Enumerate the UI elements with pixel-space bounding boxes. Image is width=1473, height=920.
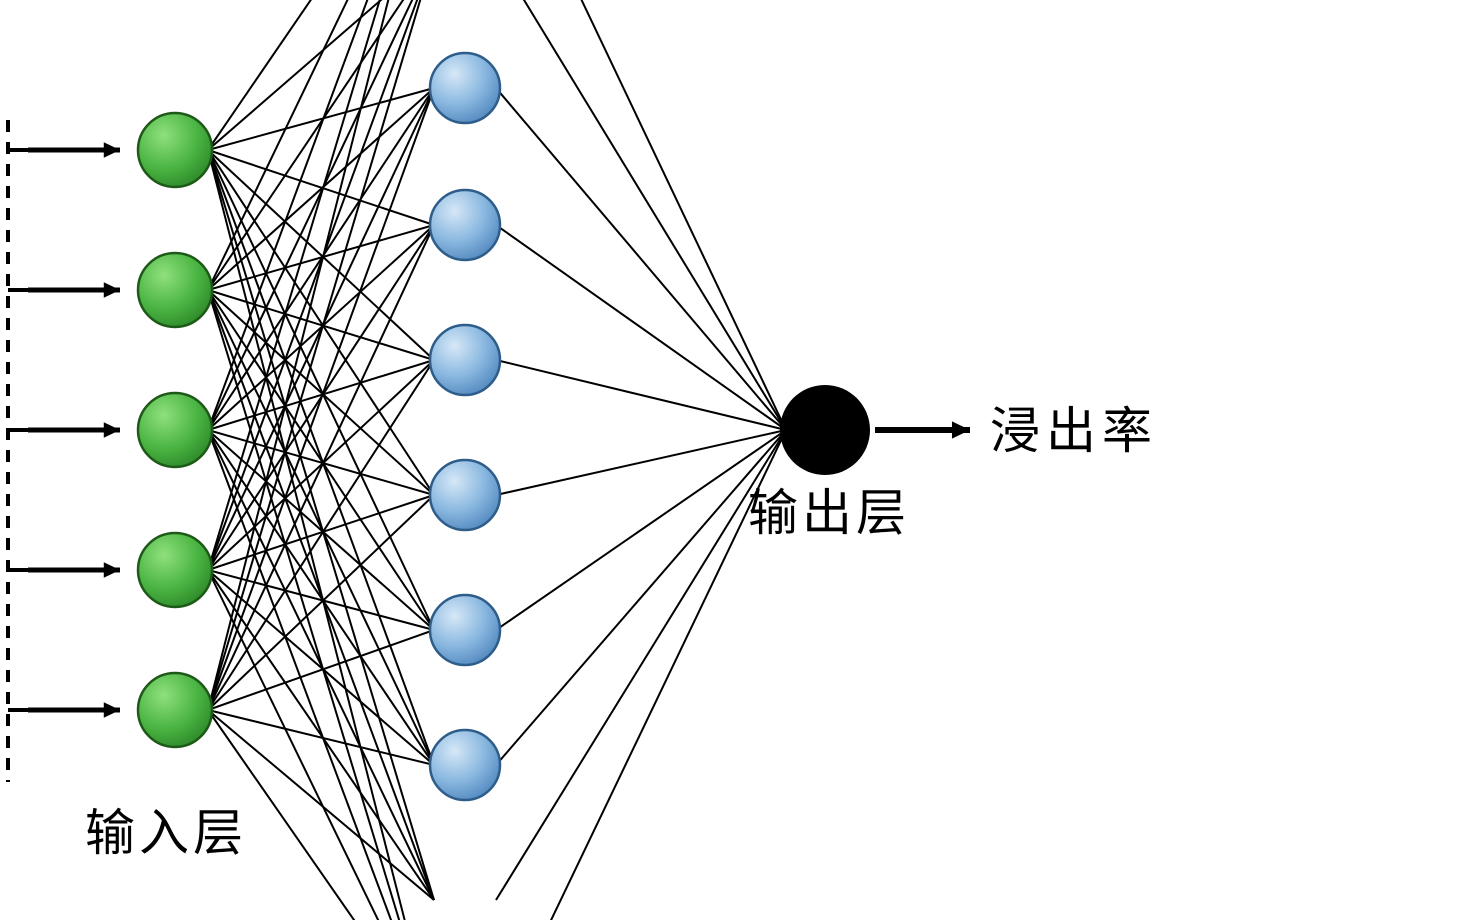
- input-node-2: [138, 253, 212, 327]
- nodes: [138, 53, 870, 800]
- input-bracket: [8, 120, 30, 782]
- input-node-4: [138, 533, 212, 607]
- hidden-node-4: [430, 460, 500, 530]
- input-node-3: [138, 393, 212, 467]
- hidden-node-2: [430, 190, 500, 260]
- input-layer-label: 输入层: [85, 805, 247, 861]
- hidden-node-6: [430, 730, 500, 800]
- input-node-5: [138, 673, 212, 747]
- input-arrows: [28, 142, 120, 718]
- hidden-node-3: [430, 325, 500, 395]
- labels: 输入层 输出层 浸出率: [85, 403, 1158, 861]
- output-value-label: 浸出率: [990, 403, 1158, 459]
- output-node: [780, 385, 870, 475]
- output-layer-label: 输出层: [748, 485, 910, 541]
- hidden-node-1: [430, 53, 500, 123]
- hidden-node-5: [430, 595, 500, 665]
- output-arrow: [875, 421, 970, 438]
- input-node-1: [138, 113, 212, 187]
- neural-network-diagram: 输入层 输出层 浸出率: [0, 0, 1473, 920]
